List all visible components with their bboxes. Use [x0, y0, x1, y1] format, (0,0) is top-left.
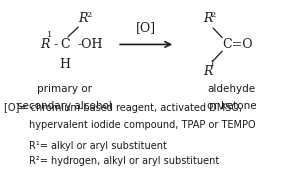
Text: primary or: primary or: [37, 84, 92, 94]
Text: [O]: [O]: [136, 21, 156, 34]
Text: 2: 2: [210, 11, 216, 19]
Text: R: R: [203, 65, 212, 78]
Text: 2: 2: [86, 11, 92, 19]
Text: C: C: [60, 38, 70, 51]
Text: R²= hydrogen, alkyl or aryl substituent: R²= hydrogen, alkyl or aryl substituent: [4, 156, 219, 166]
Text: R: R: [203, 12, 212, 25]
Text: C=O: C=O: [222, 38, 253, 51]
Text: 1: 1: [47, 31, 52, 39]
Text: [O]= chromium-based reagent, activated DMSO,: [O]= chromium-based reagent, activated D…: [4, 103, 242, 113]
Text: or ketone: or ketone: [207, 102, 256, 111]
Text: aldehyde: aldehyde: [208, 84, 256, 94]
Text: R¹= alkyl or aryl substituent: R¹= alkyl or aryl substituent: [4, 141, 167, 151]
Text: 1: 1: [210, 60, 216, 68]
Text: -OH: -OH: [77, 38, 103, 51]
Text: H: H: [59, 58, 70, 71]
Text: R: R: [79, 12, 88, 25]
Text: -: -: [53, 38, 57, 51]
Text: R: R: [40, 38, 50, 51]
Text: secondary alcohol: secondary alcohol: [17, 102, 112, 111]
Text: hypervalent iodide compound, TPAP or TEMPO: hypervalent iodide compound, TPAP or TEM…: [4, 120, 256, 130]
